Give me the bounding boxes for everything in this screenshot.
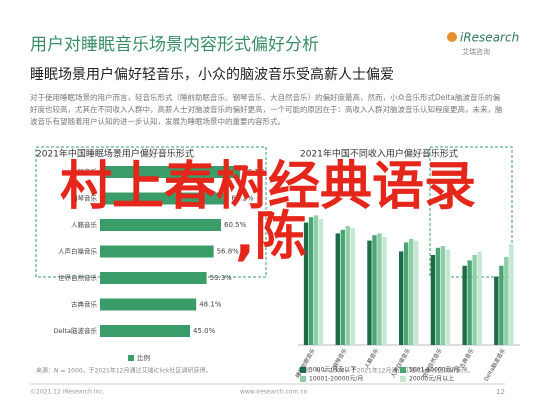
bar <box>414 240 419 345</box>
bar <box>350 228 355 345</box>
logo-sub: 艾瑞咨询 <box>462 47 490 56</box>
source: 来源：N = 1000，于2021年12月通过艾瑞iClick社区调研获得。 <box>36 367 211 375</box>
logo: iResearch <box>460 31 519 45</box>
x-tick-label: 古典音乐 <box>458 346 476 369</box>
legend-label: 20000元/月以上 <box>409 375 454 383</box>
y-tick-label: 世界自然音乐 <box>58 273 98 282</box>
bar <box>467 260 472 345</box>
bar <box>100 219 221 231</box>
value-label: 70.1% <box>243 168 266 176</box>
value-label: 45.0% <box>193 327 216 335</box>
bar <box>499 265 504 345</box>
legend-swatch <box>400 367 406 373</box>
copyright: ©2021.12 iResearch Inc. <box>30 389 105 396</box>
bar <box>308 217 314 345</box>
bar <box>445 249 451 345</box>
bar <box>100 192 229 205</box>
bar <box>100 272 207 284</box>
bar <box>382 237 387 345</box>
y-tick-label: 人声白噪音乐 <box>58 247 98 256</box>
value-label: 53.3% <box>210 274 233 282</box>
bar <box>435 247 441 345</box>
bar <box>303 222 309 345</box>
value-label: 60.5% <box>224 221 247 229</box>
legend-label: 10001-20000元/月 <box>309 376 363 383</box>
bar <box>504 256 509 345</box>
bar <box>100 325 190 337</box>
title: 用户对睡眠音乐场景内容形式偏好分析 <box>30 35 319 55</box>
legend-swatch <box>128 355 134 361</box>
site: www.iresearch.com.cn <box>240 389 308 396</box>
x-tick-label: Delta脑波音乐 <box>482 346 508 382</box>
chart-title: 2021年中国不同收入用户偏好音乐形式 <box>300 148 458 160</box>
legend-swatch <box>400 376 406 382</box>
bar <box>367 240 372 345</box>
logo-mark <box>447 32 457 42</box>
bar <box>372 235 377 345</box>
value-label: 56.8% <box>217 248 240 256</box>
bar <box>440 246 446 345</box>
bar <box>340 229 345 345</box>
legend-swatch <box>300 367 306 373</box>
y-tick-label: Delta脑波音乐 <box>54 326 98 335</box>
y-tick-label: 人籁音乐 <box>71 220 98 229</box>
bar <box>404 242 409 345</box>
bar <box>313 215 319 345</box>
page-number: 12 <box>496 388 505 396</box>
bar <box>100 298 197 311</box>
bar <box>462 265 467 345</box>
subtitle: 睡眠场景用户偏好轻音乐，小众的脑波音乐受高薪人士偏爱 <box>30 66 394 83</box>
bar <box>100 166 241 178</box>
bar <box>430 255 436 345</box>
bar <box>399 251 404 345</box>
chart-title: 2021年中国睡眠场景用户偏好音乐形式 <box>36 148 194 160</box>
legend-label: 5001-10000元/月 <box>409 367 460 374</box>
bar <box>509 244 514 345</box>
overlay-text: 村上春树经典语录 <box>60 157 476 217</box>
legend-label: 5000元/月及以下 <box>309 367 356 374</box>
bar <box>318 219 324 345</box>
bar <box>345 226 350 345</box>
paragraph: 对于使用睡眠场景的用户而言，轻音乐形式（睡前助眠音乐、钢琴音乐、大自然音乐）的偏… <box>30 93 503 126</box>
y-tick-label: 轻音乐 <box>78 167 98 176</box>
bar <box>100 245 214 258</box>
y-tick-label: 钢琴音乐 <box>71 194 98 203</box>
value-label: 48.1% <box>199 301 222 309</box>
overlay-text: ,陈 <box>235 207 307 267</box>
bar <box>409 238 414 345</box>
source: 来源：N = 1000，于2021年12月通过艾瑞iClick社区调研获得。 <box>298 367 473 375</box>
bar <box>472 255 477 345</box>
legend-label: 比例 <box>137 353 150 362</box>
bar <box>377 233 382 345</box>
x-tick-label: 人籁音乐 <box>362 346 380 369</box>
bar <box>335 233 340 345</box>
legend-swatch <box>300 376 306 382</box>
value-label: 64.2% <box>231 195 254 203</box>
y-tick-label: 古典音乐 <box>71 300 98 309</box>
bar <box>494 276 499 345</box>
bar <box>477 251 482 345</box>
